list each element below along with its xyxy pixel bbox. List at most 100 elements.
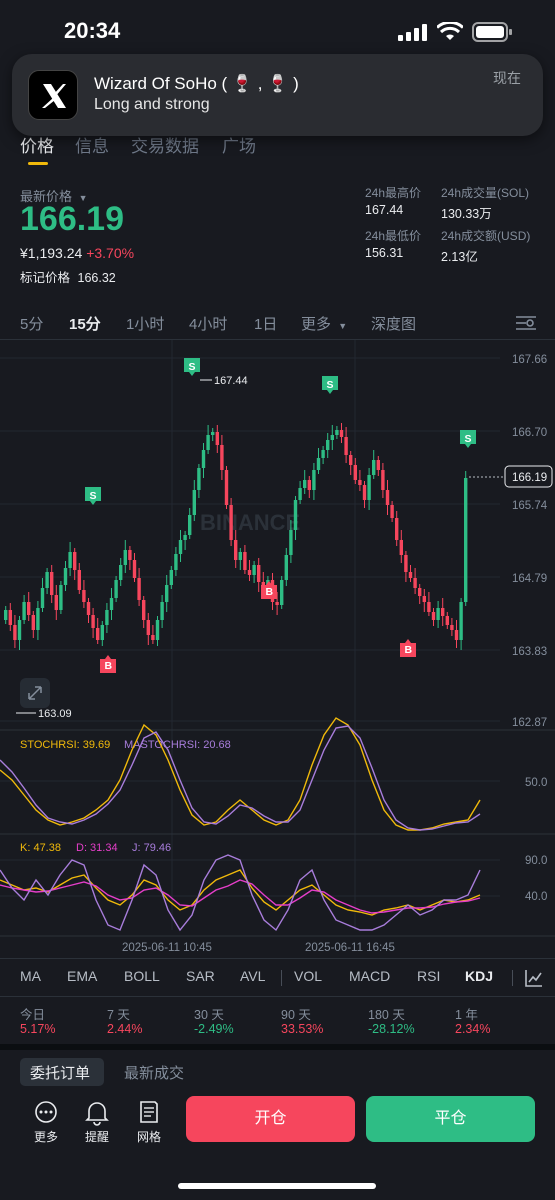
candle-body bbox=[174, 554, 178, 570]
nav-more-button[interactable]: 更多 bbox=[26, 1100, 66, 1146]
push-notification[interactable]: Wizard Of SoHo ( 🍷 , 🍷 ) Long and strong… bbox=[12, 54, 543, 136]
expand-icon bbox=[28, 686, 42, 700]
section-gap bbox=[0, 1044, 555, 1050]
nav-alert-button[interactable]: 提醒 bbox=[77, 1100, 117, 1146]
candle-body bbox=[399, 540, 403, 555]
candle-body bbox=[123, 550, 127, 565]
candle-body bbox=[31, 615, 35, 630]
tab-square[interactable]: 广场 bbox=[222, 137, 256, 156]
indicator-ma[interactable]: MA bbox=[20, 968, 41, 984]
kdj-j-label: J: 79.46 bbox=[132, 842, 171, 854]
candle-body bbox=[36, 608, 40, 630]
interval-more[interactable]: 更多 ▼ bbox=[301, 316, 348, 333]
notification-time: 现在 bbox=[493, 70, 521, 86]
perf-label: 90 天 bbox=[281, 1008, 311, 1022]
signal-label: S bbox=[189, 361, 196, 373]
price-axis-tick: 162.87 bbox=[512, 717, 547, 729]
depth-chart-tab[interactable]: 深度图 bbox=[371, 316, 417, 333]
candle-body bbox=[344, 437, 348, 455]
min-price-label: 163.09 bbox=[38, 708, 72, 720]
candle-body bbox=[358, 480, 362, 485]
candle-body bbox=[119, 565, 123, 580]
low-label: 24h最低价 bbox=[365, 229, 422, 243]
candle-body bbox=[321, 450, 325, 458]
last-price-label[interactable]: 最新价格 ▼ bbox=[20, 189, 88, 204]
max-price-label: 167.44 bbox=[214, 375, 248, 387]
interval-1h[interactable]: 1小时 bbox=[126, 316, 165, 333]
candle-body bbox=[418, 588, 422, 596]
candle-body bbox=[50, 572, 54, 595]
candle-body bbox=[408, 572, 413, 578]
candle-body bbox=[427, 602, 431, 612]
candle-body bbox=[280, 580, 284, 605]
nav-grid-button[interactable]: 网格 bbox=[129, 1100, 169, 1146]
indicator-sar[interactable]: SAR bbox=[186, 968, 215, 984]
candle-body bbox=[376, 460, 380, 470]
tab-info[interactable]: 信息 bbox=[75, 137, 109, 156]
candlestick-chart[interactable]: BINANCE S S S S B B B 167.66 166.70 165.74 164… bbox=[0, 340, 555, 960]
kdj-axis-tick: 90.0 bbox=[525, 855, 547, 867]
candle-body bbox=[335, 430, 339, 435]
perf-label: 7 天 bbox=[107, 1008, 130, 1022]
time-axis-tick: 2025-06-11 16:45 bbox=[305, 942, 395, 954]
interval-5m[interactable]: 5分 bbox=[20, 316, 44, 333]
amount-label: 24h成交额(USD) bbox=[441, 229, 531, 243]
tab-recent-trades[interactable]: 最新成交 bbox=[124, 1065, 185, 1082]
candle-body bbox=[422, 596, 426, 602]
buy-signal-marker bbox=[261, 581, 277, 599]
candle-body bbox=[40, 588, 45, 608]
nav-alert-label: 提醒 bbox=[84, 1130, 109, 1144]
interval-1d[interactable]: 1日 bbox=[254, 316, 278, 333]
indicator-rsi[interactable]: RSI bbox=[417, 968, 441, 984]
indicator-settings-icon[interactable] bbox=[524, 968, 544, 988]
indicator-macd[interactable]: MACD bbox=[349, 968, 391, 984]
last-price-tag bbox=[504, 465, 553, 488]
candle-body bbox=[192, 490, 196, 515]
indicator-boll[interactable]: BOLL bbox=[124, 968, 160, 984]
signal-label: B bbox=[405, 644, 413, 656]
grid-doc-icon bbox=[140, 1101, 158, 1123]
candle-body bbox=[160, 602, 164, 620]
price-axis-tick: 163.83 bbox=[512, 646, 547, 658]
candle-body bbox=[132, 560, 137, 578]
candle-body bbox=[450, 625, 454, 630]
indicator-avl[interactable]: AVL bbox=[240, 968, 266, 984]
mastochrsi-label: MASTOCHRSI: 20.68 bbox=[124, 739, 231, 751]
perf-label: 30 天 bbox=[194, 1008, 224, 1022]
price-change: +3.70% bbox=[86, 245, 135, 261]
open-position-button[interactable]: 开仓 bbox=[186, 1096, 355, 1142]
price-axis-tick: 164.79 bbox=[512, 573, 547, 585]
chart-settings-icon[interactable] bbox=[515, 314, 537, 332]
caret-down-icon: ▼ bbox=[78, 193, 88, 203]
mark-price-value: 166.32 bbox=[77, 271, 116, 285]
sell-signal-marker bbox=[85, 487, 101, 505]
candle-body bbox=[385, 490, 390, 505]
time-axis-tick: 2025-06-11 10:45 bbox=[122, 942, 212, 954]
candle-body bbox=[155, 620, 160, 640]
candle-body bbox=[464, 478, 468, 602]
candle-body bbox=[100, 625, 104, 640]
signal-label: S bbox=[90, 490, 97, 502]
candle-body bbox=[293, 500, 298, 530]
perf-value: 2.44% bbox=[107, 1022, 143, 1036]
candle-body bbox=[128, 550, 132, 560]
indicator-vol[interactable]: VOL bbox=[294, 968, 323, 984]
tab-price[interactable]: 价格 bbox=[20, 137, 54, 156]
indicator-ema[interactable]: EMA bbox=[67, 968, 98, 984]
kdj-axis-tick: 40.0 bbox=[525, 891, 547, 903]
interval-4h[interactable]: 4小时 bbox=[189, 316, 228, 333]
perf-label: 180 天 bbox=[368, 1008, 405, 1022]
x-logo-icon bbox=[28, 70, 78, 120]
sell-signal-marker bbox=[460, 430, 476, 448]
signal-label: B bbox=[105, 660, 113, 672]
tab-trading-data[interactable]: 交易数据 bbox=[131, 137, 199, 156]
indicator-kdj[interactable]: KDJ bbox=[465, 968, 494, 984]
interval-15m[interactable]: 15分 bbox=[69, 316, 101, 333]
close-position-button[interactable]: 平仓 bbox=[366, 1096, 535, 1142]
sell-signal-marker bbox=[184, 358, 200, 376]
tab-open-orders[interactable]: 委托订单 bbox=[30, 1065, 91, 1082]
candle-body bbox=[77, 570, 81, 590]
interval-bar: 5分 15分 1小时 4小时 1日 更多 ▼ 深度图 bbox=[0, 310, 555, 336]
candle-body bbox=[220, 445, 224, 470]
candle-body bbox=[459, 602, 463, 640]
